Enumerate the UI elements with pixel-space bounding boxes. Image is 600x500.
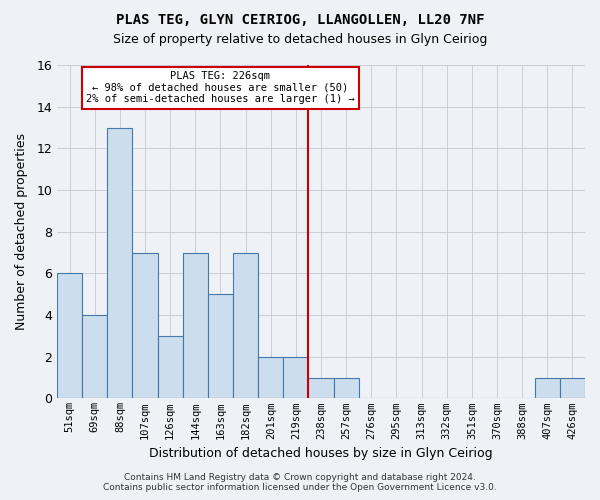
Bar xyxy=(57,274,82,398)
Bar xyxy=(208,294,233,399)
Bar xyxy=(283,356,308,399)
Bar xyxy=(107,128,133,398)
Text: PLAS TEG, GLYN CEIRIOG, LLANGOLLEN, LL20 7NF: PLAS TEG, GLYN CEIRIOG, LLANGOLLEN, LL20… xyxy=(116,12,484,26)
Bar xyxy=(308,378,334,398)
Text: Size of property relative to detached houses in Glyn Ceiriog: Size of property relative to detached ho… xyxy=(113,32,487,46)
X-axis label: Distribution of detached houses by size in Glyn Ceiriog: Distribution of detached houses by size … xyxy=(149,447,493,460)
Bar xyxy=(334,378,359,398)
Bar xyxy=(535,378,560,398)
Bar xyxy=(258,356,283,399)
Bar xyxy=(183,252,208,398)
Bar xyxy=(233,252,258,398)
Text: Contains HM Land Registry data © Crown copyright and database right 2024.
Contai: Contains HM Land Registry data © Crown c… xyxy=(103,473,497,492)
Bar xyxy=(82,315,107,398)
Bar xyxy=(158,336,183,398)
Bar xyxy=(133,252,158,398)
Text: PLAS TEG: 226sqm
← 98% of detached houses are smaller (50)
2% of semi-detached h: PLAS TEG: 226sqm ← 98% of detached house… xyxy=(86,72,355,104)
Bar xyxy=(560,378,585,398)
Y-axis label: Number of detached properties: Number of detached properties xyxy=(15,133,28,330)
